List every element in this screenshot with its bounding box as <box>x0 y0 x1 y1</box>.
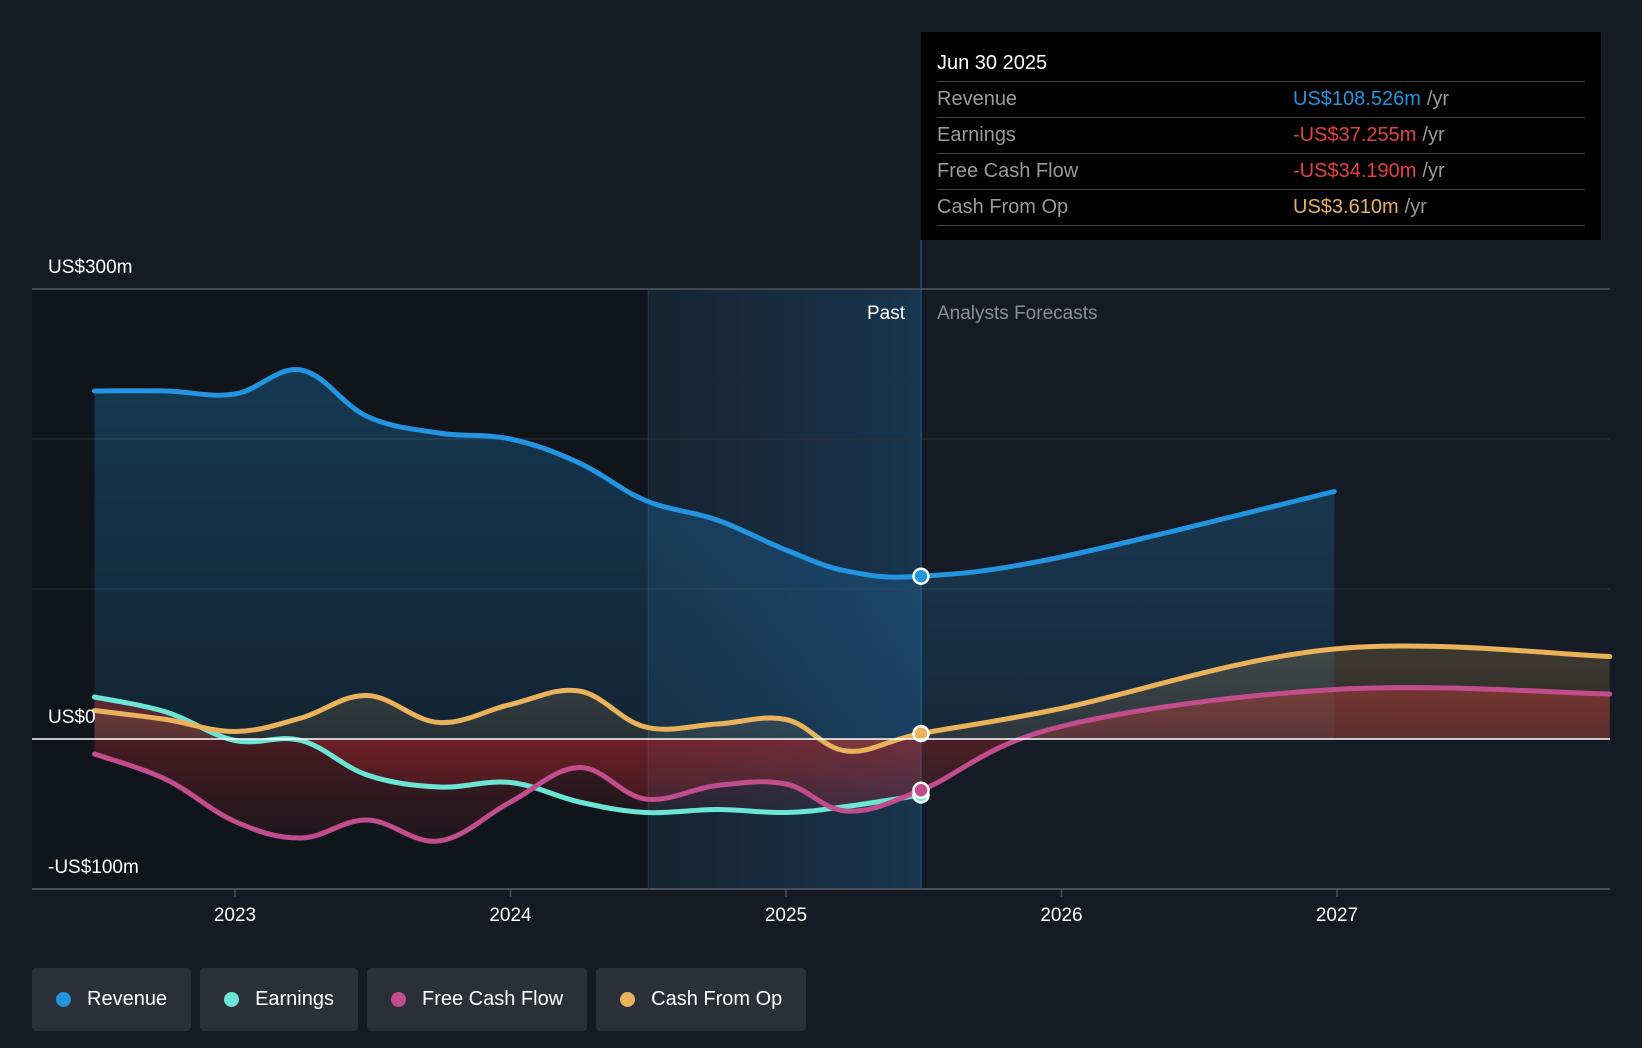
earnings-line <box>91 694 924 816</box>
tooltip-value: -US$37.255m <box>1293 124 1417 146</box>
tooltip-name: Cash From Op <box>937 196 1069 218</box>
x-tick-label: 2026 <box>1040 905 1082 926</box>
tooltip-row-free-cash-flow: Free Cash Flow -US$34.190m /yr <box>937 154 1585 190</box>
tooltip: Jun 30 2025 Revenue US$108.526m /yr Earn… <box>921 32 1601 240</box>
y-tick-label: US$0 <box>48 707 96 728</box>
cash-from-op-marker <box>912 724 930 743</box>
revenue-marker <box>912 567 930 585</box>
legend-item-earnings[interactable]: Earnings <box>200 968 358 1031</box>
legend-item-cash-from-op[interactable]: Cash From Op <box>596 968 807 1031</box>
tooltip-unit: /yr <box>1422 124 1445 146</box>
cash-from-op-area <box>94 645 1610 752</box>
legend-label: Free Cash Flow <box>422 988 564 1010</box>
tooltip-name: Revenue <box>937 88 1018 110</box>
cash-from-op-line <box>91 643 1613 754</box>
free-cash-flow-line <box>91 685 1613 844</box>
tooltip-name: Earnings <box>937 124 1016 146</box>
tooltip-row-revenue: Revenue US$108.526m /yr <box>937 82 1585 118</box>
x-tick-label: 2023 <box>214 905 256 926</box>
revenue-area <box>94 369 1335 739</box>
free-cash-flow-dot-icon <box>391 992 406 1007</box>
legend-label: Earnings <box>255 988 334 1010</box>
revenue-line <box>91 367 1337 580</box>
y-tick-label: -US$100m <box>48 857 139 878</box>
cash-from-op-dot-icon <box>620 992 636 1007</box>
legend-item-revenue[interactable]: Revenue <box>32 968 192 1031</box>
tooltip-row-cash-from-op: Cash From Op US$3.610m /yr <box>937 190 1585 226</box>
tooltip-name: Free Cash Flow <box>937 160 1079 182</box>
x-tick-label: 2027 <box>1316 905 1358 926</box>
past-label: Past <box>867 303 906 324</box>
legend-item-free-cash-flow[interactable]: Free Cash Flow <box>367 968 588 1031</box>
x-tick-label: 2025 <box>765 905 807 926</box>
tooltip-unit: /yr <box>1426 88 1450 110</box>
tooltip-value: US$108.526m <box>1293 88 1421 110</box>
tooltip-value: -US$34.190m <box>1293 160 1417 182</box>
legend: Revenue Earnings Free Cash Flow Cash Fro… <box>32 968 807 1031</box>
tooltip-unit: /yr <box>1404 196 1427 218</box>
tooltip-row-earnings: Earnings -US$37.255m /yr <box>937 118 1585 154</box>
forecast-label: Analysts Forecasts <box>937 303 1098 324</box>
revenue-dot-icon <box>56 992 71 1007</box>
legend-label: Cash From Op <box>651 988 783 1010</box>
tooltip-date: Jun 30 2025 <box>937 32 1585 82</box>
earnings-dot-icon <box>224 992 240 1007</box>
x-tick-label: 2024 <box>489 905 532 926</box>
legend-label: Revenue <box>87 988 168 1010</box>
y-tick-label: US$300m <box>48 257 133 278</box>
tooltip-unit: /yr <box>1422 160 1445 182</box>
tooltip-value: US$3.610m <box>1293 196 1399 218</box>
free-cash-flow-marker <box>912 781 930 800</box>
